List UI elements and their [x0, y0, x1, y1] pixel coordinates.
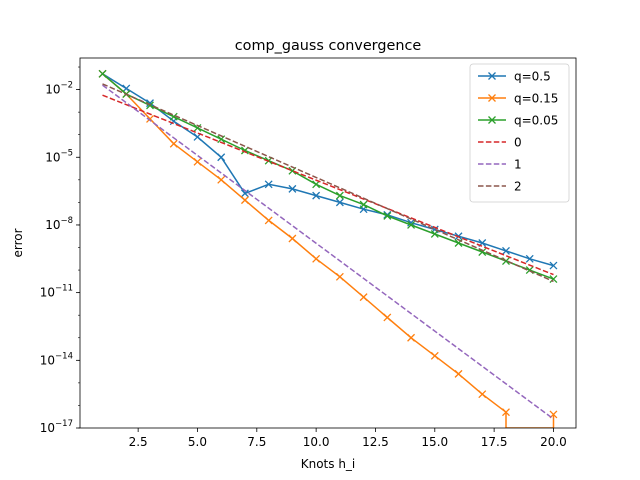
data-point-marker [264, 216, 273, 225]
legend-marker [488, 116, 496, 124]
series-line-5 [102, 83, 554, 283]
data-point-marker [407, 220, 416, 229]
y-tick-base: 10 [45, 150, 60, 164]
data-point-marker [264, 180, 273, 189]
y-axis-label: error [11, 228, 25, 257]
y-tick-exponent: −2 [60, 81, 73, 91]
x-axis: 2.5 5.0 7.5 10.0 12.5 15.0 17.5 20.0 [129, 428, 567, 449]
data-point-marker [502, 257, 510, 266]
data-point-marker [525, 254, 534, 263]
y-tick-label: 10−5 [45, 148, 73, 164]
y-tick-exponent: −8 [60, 216, 73, 226]
data-point-marker [502, 408, 510, 417]
y-tick-base: 10 [45, 218, 60, 232]
x-tick-label: 20.0 [540, 435, 567, 449]
series-line-0 [102, 73, 554, 267]
y-tick-exponent: −11 [55, 284, 73, 294]
y-tick-exponent: −17 [55, 419, 73, 429]
legend-label: q=0.15 [514, 92, 558, 106]
data-point-marker [549, 261, 558, 270]
data-point-marker [383, 313, 392, 322]
legend-marker [488, 94, 496, 102]
chart-title: comp_gauss convergence [235, 38, 422, 54]
data-point-marker [312, 254, 321, 263]
axes-frame [79, 57, 577, 429]
data-point-marker [359, 293, 368, 302]
data-point-marker [193, 123, 202, 132]
data-point-marker [122, 84, 131, 93]
data-point-marker [240, 146, 249, 155]
y-tick-base: 10 [40, 286, 55, 300]
x-tick-label: 15.0 [421, 435, 448, 449]
data-point-marker [240, 189, 249, 198]
legend-label: 0 [514, 136, 522, 150]
legend-label: 2 [514, 180, 522, 194]
data-point-marker [312, 191, 321, 200]
y-tick-label: 10−17 [40, 419, 73, 435]
plot-area [98, 69, 558, 428]
legend-marker [488, 72, 496, 80]
data-point-marker [502, 246, 510, 255]
series-line-4 [102, 84, 554, 420]
data-point-marker [217, 153, 226, 162]
legend-label: q=0.5 [514, 70, 551, 84]
data-point-marker [549, 275, 558, 284]
data-point-marker [335, 191, 344, 200]
data-point-marker [407, 218, 416, 227]
y-tick-label: 10−14 [40, 351, 73, 367]
y-tick-base: 10 [40, 421, 55, 435]
y-tick-label: 10−2 [45, 81, 73, 97]
y-tick-base: 10 [45, 83, 60, 97]
data-point-marker [359, 200, 368, 209]
x-tick-label: 10.0 [303, 435, 330, 449]
data-point-marker [430, 351, 439, 360]
legend: q=0.5 q=0.15 q=0.05 0 1 2 [469, 63, 570, 203]
data-point-marker [454, 369, 463, 378]
legend-label: 1 [514, 158, 522, 172]
x-axis-label: Knots h_i [301, 457, 356, 471]
x-tick-label: 17.5 [481, 435, 508, 449]
data-point-marker [169, 139, 178, 148]
series-line-2 [102, 73, 554, 280]
data-point-marker [193, 157, 202, 166]
y-tick-exponent: −5 [60, 148, 73, 158]
data-point-marker [407, 333, 416, 342]
data-point-marker [146, 99, 154, 108]
data-point-marker [288, 234, 297, 243]
x-tick-label: 7.5 [247, 435, 266, 449]
data-point-marker [217, 135, 226, 144]
data-point-marker [335, 198, 344, 207]
series-line-3 [102, 94, 554, 276]
legend-label: q=0.05 [514, 114, 558, 128]
data-point-marker [98, 69, 107, 78]
y-tick-exponent: −14 [55, 351, 73, 361]
data-point-marker [288, 184, 297, 193]
y-tick-label: 10−11 [40, 284, 73, 300]
y-tick-base: 10 [40, 353, 55, 367]
data-point-marker [240, 196, 249, 205]
data-point-marker [312, 180, 321, 189]
x-tick-label: 2.5 [129, 435, 148, 449]
data-point-marker [335, 272, 344, 281]
data-point-marker [430, 230, 439, 238]
x-tick-label: 5.0 [188, 435, 207, 449]
y-tick-label: 10−8 [45, 216, 73, 232]
data-point-marker [478, 390, 487, 399]
data-point-marker [146, 114, 154, 123]
data-point-marker [383, 211, 392, 220]
x-tick-label: 12.5 [362, 435, 389, 449]
data-point-marker [217, 175, 226, 184]
